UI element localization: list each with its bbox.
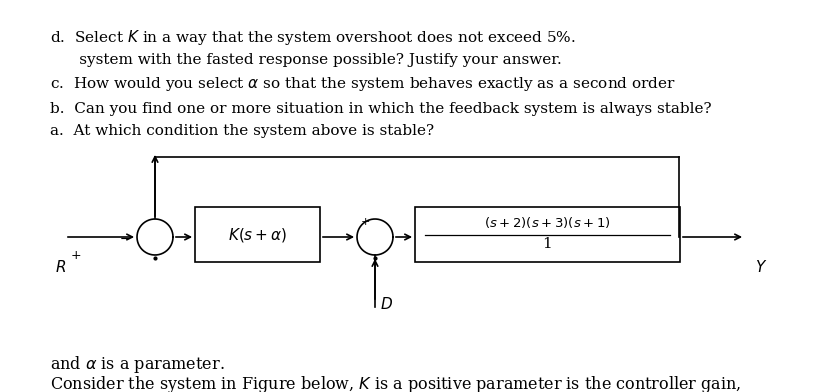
Text: $K(s+\alpha)$: $K(s+\alpha)$ [227, 225, 287, 243]
Text: $+$: $+$ [70, 249, 81, 262]
Text: $-$: $-$ [119, 232, 130, 245]
Text: $+$: $+$ [360, 216, 370, 227]
Text: system with the fasted response possible? Justify your answer.: system with the fasted response possible… [50, 53, 561, 67]
Text: $R$: $R$ [55, 259, 66, 275]
Bar [195, 207, 319, 262]
Text: d.  Select $K$ in a way that the system overshoot does not exceed 5%.: d. Select $K$ in a way that the system o… [50, 28, 575, 47]
Text: a.  At which condition the system above is stable?: a. At which condition the system above i… [50, 124, 433, 138]
Text: and $\alpha$ is a parameter.: and $\alpha$ is a parameter. [50, 354, 224, 375]
Bar [414, 207, 679, 262]
Text: c.  How would you select $\alpha$ so that the system behaves exactly as a second: c. How would you select $\alpha$ so that… [50, 75, 676, 93]
Text: $D$: $D$ [380, 296, 393, 312]
Text: $Y$: $Y$ [754, 259, 767, 275]
Text: $(s+2)(s+3)(s+1)$: $(s+2)(s+3)(s+1)$ [484, 216, 610, 230]
Text: 1: 1 [542, 237, 552, 251]
Text: Consider the system in Figure below, $K$ is a positive parameter is the controll: Consider the system in Figure below, $K$… [50, 374, 740, 392]
Text: b.  Can you find one or more situation in which the feedback system is always st: b. Can you find one or more situation in… [50, 102, 710, 116]
